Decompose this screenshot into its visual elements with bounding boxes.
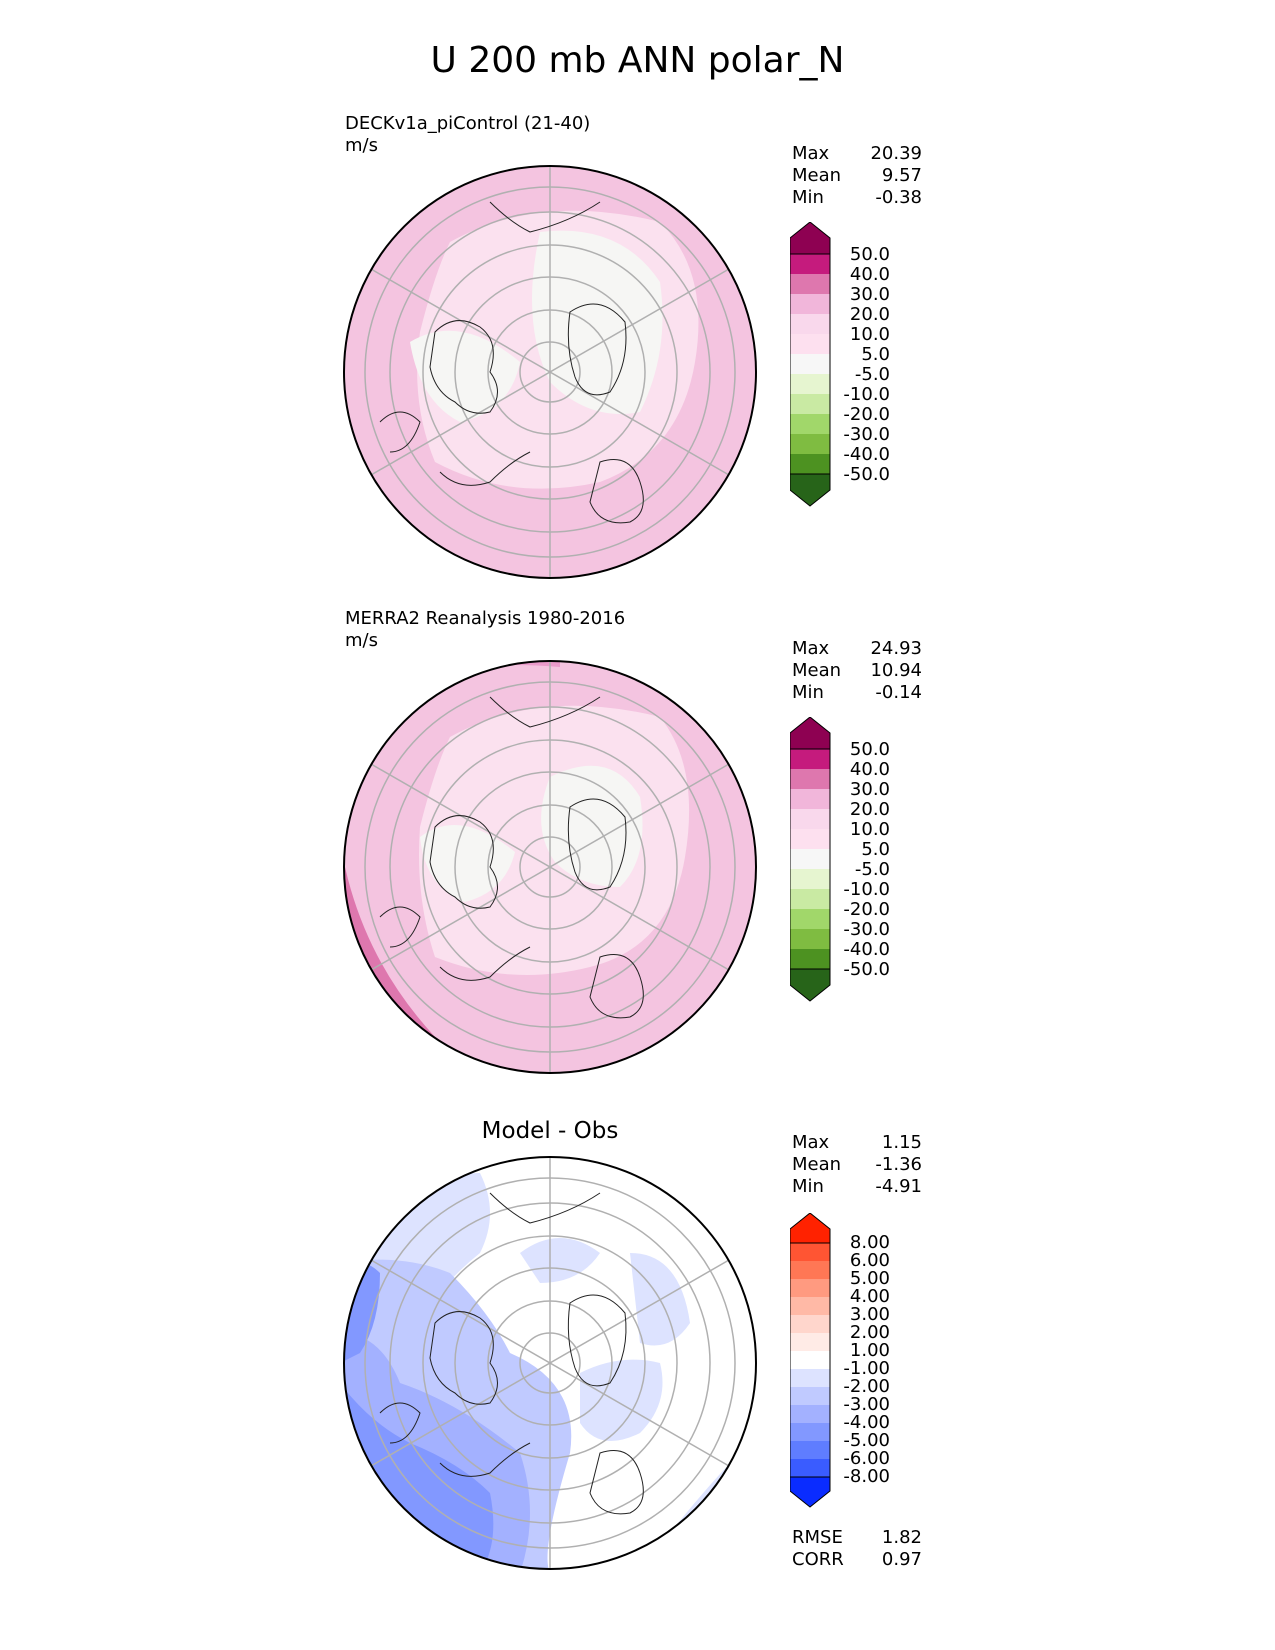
panel1-units: m/s bbox=[345, 135, 378, 156]
cbar3-tick: 1.00 bbox=[849, 1340, 890, 1361]
cbar2-tick: 40.0 bbox=[849, 759, 890, 780]
cbar1-tick: -40.0 bbox=[843, 444, 890, 465]
panel2-polar-map bbox=[340, 657, 760, 1077]
cbar2-tick: -20.0 bbox=[843, 899, 890, 920]
panel3-stats: Max 1.15 Mean -1.36 Min -4.91 bbox=[792, 1132, 922, 1198]
stat-value: 10.94 bbox=[870, 660, 922, 681]
cbar3-tick: 8.00 bbox=[849, 1232, 890, 1253]
cbar1-tick: -10.0 bbox=[843, 384, 890, 405]
cbar1-tick: 20.0 bbox=[849, 304, 890, 325]
cbar2-tick: -30.0 bbox=[843, 919, 890, 940]
stat-value: -4.91 bbox=[875, 1176, 922, 1197]
stat-value: -0.38 bbox=[875, 187, 922, 208]
panel1-label: DECKv1a_piControl (21-40) bbox=[345, 113, 591, 134]
cbar1-tick: -5.0 bbox=[854, 364, 890, 385]
cbar3-tick: 2.00 bbox=[849, 1322, 890, 1343]
stat-name: Min bbox=[792, 682, 824, 703]
cbar3-tick: -6.00 bbox=[843, 1448, 890, 1469]
cbar3-tick: 3.00 bbox=[849, 1304, 890, 1325]
stat-value: 1.15 bbox=[881, 1132, 922, 1153]
cbar3-tick: -3.00 bbox=[843, 1394, 890, 1415]
stat-value: 24.93 bbox=[870, 638, 922, 659]
panel1-stats: Max 20.39 Mean 9.57 Min -0.38 bbox=[792, 143, 922, 209]
cbar1-tick: 40.0 bbox=[849, 264, 890, 285]
cbar2-tick: -10.0 bbox=[843, 879, 890, 900]
metric-value: 0.97 bbox=[881, 1549, 922, 1570]
stat-name: Mean bbox=[792, 1154, 842, 1175]
panel2-units: m/s bbox=[345, 630, 378, 651]
cbar1-tick: -50.0 bbox=[843, 464, 890, 485]
cbar1-tick: 30.0 bbox=[849, 284, 890, 305]
cbar3-tick: -1.00 bbox=[843, 1358, 890, 1379]
cbar2-tick: 5.0 bbox=[861, 839, 890, 860]
stat-name: Min bbox=[792, 187, 824, 208]
cbar2-tick: 50.0 bbox=[849, 739, 890, 760]
cbar3-tick: -8.00 bbox=[843, 1466, 890, 1487]
panel1-polar-map bbox=[340, 162, 760, 582]
stat-name: Max bbox=[792, 638, 830, 659]
stat-name: Mean bbox=[792, 660, 842, 681]
panel2-label: MERRA2 Reanalysis 1980-2016 bbox=[345, 608, 626, 629]
cbar2-tick: 30.0 bbox=[849, 779, 890, 800]
panel3-polar-map bbox=[340, 1153, 760, 1573]
metric-name: CORR bbox=[792, 1549, 844, 1570]
stat-value: -1.36 bbox=[875, 1154, 922, 1175]
stat-name: Min bbox=[792, 1176, 824, 1197]
stat-name: Max bbox=[792, 1132, 830, 1153]
figure-title: U 200 mb ANN polar_N bbox=[430, 40, 845, 81]
cbar3-tick: 6.00 bbox=[849, 1250, 890, 1271]
stat-value: 9.57 bbox=[881, 165, 922, 186]
metric-name: RMSE bbox=[792, 1527, 843, 1548]
cbar2-tick: -5.0 bbox=[854, 859, 890, 880]
cbar3-tick: -2.00 bbox=[843, 1376, 890, 1397]
cbar3-tick: 4.00 bbox=[849, 1286, 890, 1307]
cbar2-tick: -50.0 bbox=[843, 959, 890, 980]
cbar1-tick: 50.0 bbox=[849, 244, 890, 265]
panel2-stats: Max 24.93 Mean 10.94 Min -0.14 bbox=[792, 638, 922, 704]
cbar1-tick: -30.0 bbox=[843, 424, 890, 445]
cbar1-tick: 10.0 bbox=[849, 324, 890, 345]
panel3-title: Model - Obs bbox=[481, 1118, 619, 1144]
stat-value: -0.14 bbox=[875, 682, 922, 703]
panel3-metrics: RMSE 1.82 CORR 0.97 bbox=[792, 1527, 922, 1571]
stat-value: 20.39 bbox=[870, 143, 922, 164]
stat-name: Max bbox=[792, 143, 830, 164]
cbar3-tick: -4.00 bbox=[843, 1412, 890, 1433]
cbar3-tick: -5.00 bbox=[843, 1430, 890, 1451]
cbar3-tick: 5.00 bbox=[849, 1268, 890, 1289]
metric-value: 1.82 bbox=[881, 1527, 922, 1548]
cbar1-tick: 5.0 bbox=[861, 344, 890, 365]
cbar2-tick: 20.0 bbox=[849, 799, 890, 820]
cbar1-tick: -20.0 bbox=[843, 404, 890, 425]
cbar2-tick: 10.0 bbox=[849, 819, 890, 840]
stat-name: Mean bbox=[792, 165, 842, 186]
cbar2-tick: -40.0 bbox=[843, 939, 890, 960]
